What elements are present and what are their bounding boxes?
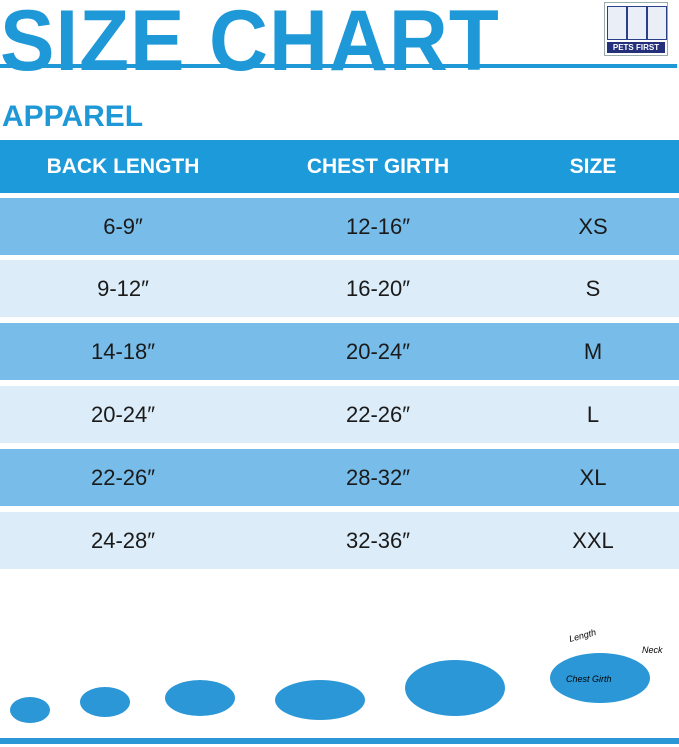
column-header: CHEST GIRTH	[306, 154, 450, 178]
dog-icon-m	[165, 680, 235, 716]
dog-icon-xxl	[550, 653, 650, 703]
length-label: Length	[568, 627, 597, 644]
table-row: 20-24″ 22-26″ L	[0, 386, 679, 443]
dog-panel-icon	[627, 6, 647, 40]
table-row: 22-26″ 28-32″ XL	[0, 449, 679, 506]
dog-icon-xl	[405, 660, 505, 716]
logo-text: PETS FIRST	[607, 42, 665, 53]
table-row: 6-9″ 12-16″ XS	[0, 198, 679, 255]
table-cell: 22-26″	[345, 401, 411, 427]
page-title: SIZE CHART	[0, 0, 500, 89]
table-row: 24-28″ 32-36″ XXL	[0, 512, 679, 569]
section-title: APPAREL	[2, 100, 144, 133]
neck-label: Neck	[642, 645, 663, 655]
dog-panel-icon	[647, 6, 667, 40]
table-cell: 24-28″	[90, 527, 156, 553]
table-cell: S	[585, 275, 601, 301]
column-header: BACK LENGTH	[46, 154, 200, 178]
table-cell: 20-24″	[90, 401, 156, 427]
dog-icon-xs	[10, 697, 50, 723]
table-cell: XS	[578, 213, 608, 239]
table-cell: 14-18″	[90, 338, 156, 364]
title-underline	[0, 64, 677, 68]
table-cell: 28-32″	[345, 464, 411, 490]
table-cell: 6-9″	[103, 213, 143, 239]
dog-icon-l	[275, 680, 365, 720]
chest-girth-label: Chest Girth	[566, 674, 612, 684]
table-cell: 12-16″	[345, 213, 411, 239]
table-cell: M	[583, 338, 603, 364]
table-header: BACK LENGTH CHEST GIRTH SIZE	[0, 140, 679, 193]
dog-silhouettes: Length Chest Girth Neck	[0, 627, 679, 744]
table-cell: XXL	[572, 527, 614, 553]
table-cell: L	[586, 401, 600, 427]
column-header: SIZE	[569, 154, 617, 178]
table-row: 9-12″ 16-20″ S	[0, 260, 679, 317]
dog-icon-s	[80, 687, 130, 717]
pets-first-logo: PETS FIRST	[604, 2, 668, 56]
table-row: 14-18″ 20-24″ M	[0, 323, 679, 380]
table-cell: 22-26″	[90, 464, 156, 490]
table-cell: 16-20″	[345, 275, 411, 301]
table-cell: 9-12″	[97, 275, 149, 301]
dog-panel-icon	[607, 6, 627, 40]
table-cell: 32-36″	[345, 527, 411, 553]
table-cell: XL	[579, 464, 607, 490]
table-cell: 20-24″	[345, 338, 411, 364]
